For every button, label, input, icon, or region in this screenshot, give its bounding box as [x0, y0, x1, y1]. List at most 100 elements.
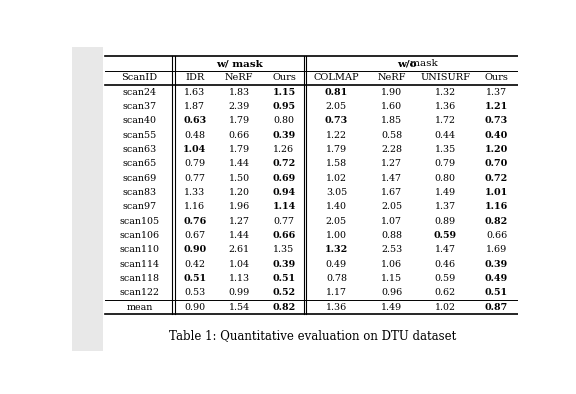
- Text: 0.72: 0.72: [485, 174, 508, 183]
- Text: scan122: scan122: [120, 288, 160, 297]
- Bar: [72, 47, 103, 351]
- Text: 0.94: 0.94: [272, 188, 295, 197]
- Text: scan55: scan55: [123, 131, 157, 140]
- Text: 0.77: 0.77: [274, 217, 294, 226]
- Text: 1.96: 1.96: [229, 202, 250, 211]
- Text: 0.77: 0.77: [184, 174, 205, 183]
- Text: 2.28: 2.28: [381, 145, 402, 154]
- Text: 0.88: 0.88: [381, 231, 402, 240]
- Text: UNISURF: UNISURF: [420, 73, 471, 82]
- Text: 0.82: 0.82: [485, 217, 508, 226]
- Text: 0.66: 0.66: [272, 231, 295, 240]
- Text: 1.04: 1.04: [229, 260, 250, 269]
- Text: 0.51: 0.51: [272, 274, 295, 283]
- Text: 0.59: 0.59: [435, 274, 456, 283]
- Text: 1.06: 1.06: [381, 260, 402, 269]
- Text: 0.44: 0.44: [435, 131, 456, 140]
- Text: 1.54: 1.54: [229, 303, 250, 312]
- Text: 1.16: 1.16: [184, 202, 205, 211]
- Text: scan97: scan97: [123, 202, 157, 211]
- Text: 0.39: 0.39: [485, 260, 508, 269]
- Text: 1.21: 1.21: [485, 102, 508, 111]
- Text: 0.40: 0.40: [485, 131, 508, 140]
- Text: 0.70: 0.70: [485, 159, 508, 168]
- Text: 0.73: 0.73: [485, 116, 508, 125]
- Text: 1.69: 1.69: [486, 245, 507, 254]
- Text: 1.32: 1.32: [325, 245, 348, 254]
- Text: 1.58: 1.58: [326, 159, 347, 168]
- Text: scan118: scan118: [120, 274, 160, 283]
- Text: 0.76: 0.76: [183, 217, 206, 226]
- Text: 1.37: 1.37: [435, 202, 456, 211]
- Text: 1.00: 1.00: [326, 231, 347, 240]
- Text: w/ mask: w/ mask: [216, 59, 263, 68]
- Text: 1.40: 1.40: [326, 202, 347, 211]
- Text: 1.16: 1.16: [485, 202, 508, 211]
- Text: 0.95: 0.95: [272, 102, 295, 111]
- Text: 0.79: 0.79: [435, 159, 456, 168]
- Text: 0.81: 0.81: [325, 88, 348, 97]
- Text: scan83: scan83: [123, 188, 157, 197]
- Text: 2.61: 2.61: [229, 245, 250, 254]
- Text: 1.44: 1.44: [229, 159, 250, 168]
- Text: NeRF: NeRF: [225, 73, 253, 82]
- Text: 1.50: 1.50: [229, 174, 250, 183]
- Text: 0.58: 0.58: [381, 131, 402, 140]
- Text: 0.96: 0.96: [381, 288, 402, 297]
- Text: 1.47: 1.47: [435, 245, 456, 254]
- Text: 1.13: 1.13: [229, 274, 250, 283]
- Text: 1.35: 1.35: [274, 245, 294, 254]
- Text: 2.05: 2.05: [326, 102, 347, 111]
- Text: 0.51: 0.51: [485, 288, 508, 297]
- Text: scan63: scan63: [123, 145, 157, 154]
- Text: 1.35: 1.35: [435, 145, 456, 154]
- Text: 0.80: 0.80: [274, 116, 294, 125]
- Text: 2.53: 2.53: [381, 245, 402, 254]
- Text: 1.79: 1.79: [229, 145, 250, 154]
- Text: 0.49: 0.49: [326, 260, 347, 269]
- Text: 0.51: 0.51: [183, 274, 206, 283]
- Text: 1.79: 1.79: [229, 116, 250, 125]
- Text: 0.52: 0.52: [272, 288, 295, 297]
- Text: 1.32: 1.32: [435, 88, 456, 97]
- Text: 1.07: 1.07: [381, 217, 402, 226]
- Text: 0.49: 0.49: [485, 274, 508, 283]
- Text: 1.37: 1.37: [486, 88, 507, 97]
- Text: 0.66: 0.66: [486, 231, 507, 240]
- Text: 1.14: 1.14: [272, 202, 295, 211]
- Text: 1.15: 1.15: [381, 274, 402, 283]
- Text: 1.26: 1.26: [274, 145, 294, 154]
- Text: 1.49: 1.49: [435, 188, 456, 197]
- Text: 1.17: 1.17: [326, 288, 347, 297]
- Text: scan24: scan24: [123, 88, 157, 97]
- Text: 1.04: 1.04: [183, 145, 206, 154]
- Text: scan65: scan65: [123, 159, 157, 168]
- Text: COLMAP: COLMAP: [313, 73, 359, 82]
- Text: 1.33: 1.33: [184, 188, 205, 197]
- Text: 1.20: 1.20: [229, 188, 250, 197]
- Text: 0.69: 0.69: [272, 174, 295, 183]
- Text: 1.02: 1.02: [326, 174, 347, 183]
- Text: 0.79: 0.79: [184, 159, 205, 168]
- Text: 0.59: 0.59: [434, 231, 457, 240]
- Text: 0.90: 0.90: [184, 303, 205, 312]
- Text: Table 1: Quantitative evaluation on DTU dataset: Table 1: Quantitative evaluation on DTU …: [169, 329, 457, 342]
- Text: 0.73: 0.73: [325, 116, 348, 125]
- Text: 1.27: 1.27: [381, 159, 402, 168]
- Text: 0.66: 0.66: [229, 131, 250, 140]
- Text: 2.05: 2.05: [381, 202, 402, 211]
- Text: 1.87: 1.87: [184, 102, 205, 111]
- Text: 1.63: 1.63: [184, 88, 205, 97]
- Text: 0.82: 0.82: [272, 303, 295, 312]
- Text: 0.90: 0.90: [183, 245, 206, 254]
- Text: scan69: scan69: [123, 174, 157, 183]
- Text: mask: mask: [407, 59, 438, 68]
- Text: 1.90: 1.90: [381, 88, 402, 97]
- Text: 1.02: 1.02: [435, 303, 456, 312]
- Text: 0.78: 0.78: [326, 274, 347, 283]
- Text: scan114: scan114: [120, 260, 160, 269]
- Text: 1.44: 1.44: [229, 231, 250, 240]
- Text: 0.72: 0.72: [272, 159, 295, 168]
- Text: IDR: IDR: [185, 73, 204, 82]
- Text: 1.60: 1.60: [381, 102, 402, 111]
